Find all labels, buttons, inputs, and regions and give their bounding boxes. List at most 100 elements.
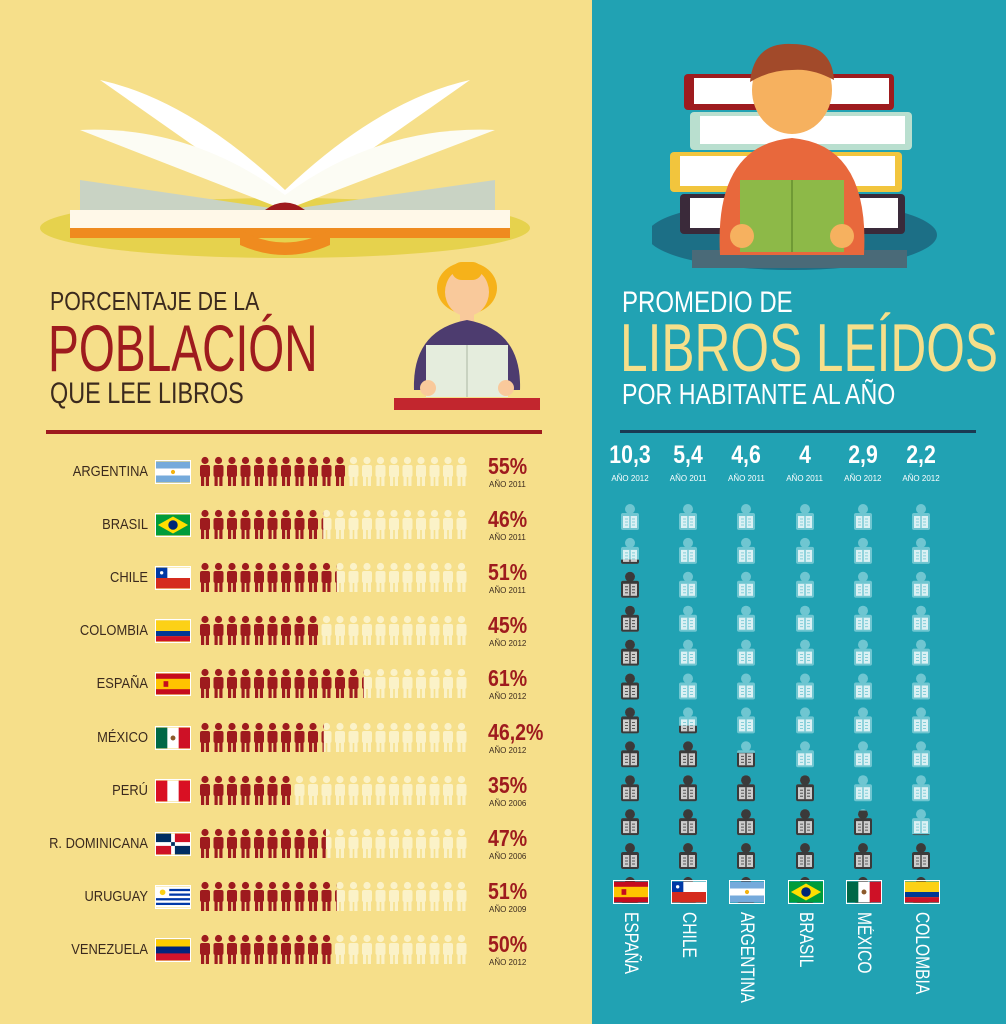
reader-icon-filled [621,775,639,802]
pct-year-label: AÑO 2012 [489,692,527,702]
books-stack [795,504,814,903]
person-icon-empty [402,669,413,699]
reader-icon-empty [912,775,930,802]
person-icon-empty [321,509,332,540]
pct-year-label: AÑO 2012 [489,745,527,755]
reader-icon-empty [795,537,814,564]
books-country-text: MÉXICO [852,912,874,974]
person-icon-empty [335,775,345,805]
person-icon-filled [348,669,359,699]
reader-icon-filled [853,843,872,869]
person-icon-empty [335,509,345,540]
person-icon-filled [267,669,278,699]
reader-icon-empty [853,537,872,564]
person-icon-filled [213,828,224,858]
pct-country-label: CHILE [109,569,148,587]
books-country-label: COLOMBIA [910,912,932,1012]
person-icon-filled [227,509,237,540]
person-icon-filled [254,456,264,486]
pct-country-label: ARGENTINA [72,463,148,480]
person-icon-filled [227,722,237,752]
person-icon-filled [227,669,237,699]
person-icon-filled [227,934,237,964]
person-icon-filled [281,669,291,699]
person-icon-empty [375,934,386,964]
left-title-line2: POBLACIÓN [48,311,318,385]
person-icon-filled [240,934,251,964]
people-bar-filled [200,828,326,858]
flag-brasil-icon [787,880,824,904]
open-book-illustration [40,80,530,258]
person-icon-filled [294,722,305,752]
person-icon-filled [254,881,264,911]
person-icon-empty [429,669,440,699]
people-bar [200,669,467,699]
reader-icon-filled [795,809,814,836]
pct-country-label: ESPAÑA [96,675,148,693]
books-stack [737,504,756,903]
pct-value-label: 46,2% [488,718,544,745]
person-icon-empty [443,509,453,540]
pct-value-label: 35% [488,771,528,798]
reader-icon-empty [679,571,698,598]
person-icon-empty [456,456,467,486]
person-icon-empty [443,563,453,593]
person-icon-filled [213,881,224,911]
flag-espana-icon [155,672,191,697]
person-icon-empty [335,722,345,752]
person-icon-empty [362,563,372,593]
person-icon-empty [375,722,386,752]
person-icon-empty [429,456,440,486]
person-icon-filled [321,723,324,752]
person-icon-empty [362,456,372,486]
person-icon-empty [375,509,386,540]
reader-icon-empty [679,639,698,666]
person-icon-empty [416,775,426,805]
person-icon-filled [321,828,326,858]
reader-icon-filled [737,843,756,869]
person-icon-filled [281,563,291,593]
person-icon-empty [443,828,453,858]
reader-icon-empty [795,673,814,700]
person-icon-filled [200,722,210,752]
person-icon-filled [267,828,278,858]
reader-icon-empty [912,741,930,768]
people-bar-filled [200,775,291,805]
person-icon-filled [227,563,237,593]
reader-icon-empty [737,537,756,564]
pct-country-label: BRASIL [102,516,148,534]
reader-icon-empty [737,504,756,530]
pct-year-label: AÑO 2006 [489,851,527,861]
person-icon-filled [281,828,291,858]
people-bar-filled [200,669,364,699]
person-icon-filled [254,722,264,752]
person-icon-empty [348,722,359,752]
people-bar-filled [200,616,318,646]
books-value-label: 5,4 [673,441,703,469]
person-icon-filled [294,881,305,911]
pct-value-label: 47% [488,824,528,851]
reader-icon-empty [853,775,872,802]
person-icon-filled [335,456,345,486]
person-icon-empty [348,456,359,486]
reader-icon-empty [737,673,756,700]
reader-icon-empty [853,707,872,734]
reader-icon-filled [679,843,698,869]
pct-country-label: MÉXICO [97,728,148,746]
people-bar [200,934,467,964]
reader-icon-filled [737,809,756,836]
person-icon-empty [402,934,413,964]
person-icon-empty [443,722,453,752]
pct-country-label: R. DOMINICANA [49,834,148,852]
person-icon-filled [240,881,251,911]
reader-icon-empty [795,504,814,530]
person-icon-empty [389,456,399,486]
person-icon-filled [200,456,210,486]
flag-venezuela-icon [155,937,191,962]
people-bar [200,616,467,646]
books-country-text: BRASIL [794,912,816,968]
person-icon-filled [240,616,251,646]
person-icon-empty [416,828,426,858]
left-divider [46,430,542,434]
person-icon-empty [362,616,372,646]
